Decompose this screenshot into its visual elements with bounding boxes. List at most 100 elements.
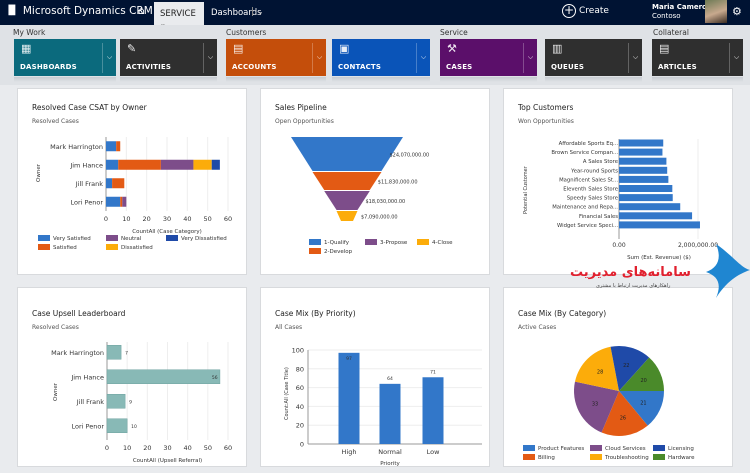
chevron-down-icon[interactable]: ⌄: [252, 7, 264, 16]
bar: [338, 352, 360, 444]
y-tick-label: Maintenance and Repa...: [552, 205, 618, 211]
legend-swatch: [106, 244, 118, 250]
funnel-value-label: $18,030,000.00: [365, 199, 405, 205]
bar: [106, 418, 128, 433]
upsell-chart[interactable]: 0 10 20 30 40 50 60 Mark Harrington 7 Jim Hance 56…: [18, 288, 248, 468]
top-navigation-bar: ▐▌ Microsoft Dynamics CRM ⌄ ⌂ SERVICE ⌄ …: [0, 0, 750, 28]
bar-segment: [106, 141, 117, 152]
x-tick-label: 20: [143, 215, 151, 223]
x-axis-label: CountAll (Upsell Referral): [133, 458, 202, 464]
create-button[interactable]: + Create: [562, 4, 609, 18]
nav-tile-dashboards[interactable]: ▦ DASHBOARDS ⌵: [14, 39, 116, 82]
card-subtitle: Open Opportunities: [275, 118, 334, 125]
legend-swatch: [365, 239, 377, 245]
legend-label: 4-Close: [432, 240, 453, 246]
priority-chart[interactable]: 0 20 40 60 80 100 97 High 64 Normal 71 Low Priority C…: [261, 288, 491, 468]
legend-label: Dissatisfied: [121, 245, 153, 251]
bar-segment: [193, 159, 212, 170]
bar: [619, 175, 669, 183]
legend-swatch: [653, 454, 665, 460]
card-subtitle: Resolved Cases: [32, 118, 79, 125]
y-tick-label: Jill Frank: [76, 398, 104, 406]
csat-chart[interactable]: 0 10 20 30 40 50 60 Mark Harrington Jim Hance Jil…: [18, 89, 248, 276]
legend-label: Very Satisfied: [53, 236, 91, 242]
home-icon[interactable]: ⌂: [138, 4, 145, 17]
nav-tile-label: ARTICLES: [658, 63, 697, 71]
pie-slice: [574, 381, 619, 433]
nav-tile-queues[interactable]: ▥ QUEUES ⌵: [545, 39, 642, 82]
bar: [619, 139, 664, 147]
funnel-value-label: $24,070,000.00: [389, 153, 429, 159]
y-tick-label: Brown Service Compan...: [551, 150, 618, 156]
pie-slice: [619, 357, 664, 391]
y-tick-label: Jim Hance: [70, 373, 104, 381]
data-label: 9: [129, 399, 132, 405]
card-title: Case Upsell Leaderboard: [32, 309, 126, 318]
pie-slice: [574, 346, 619, 391]
chevron-down-icon[interactable]: ⌵: [729, 43, 743, 73]
avatar[interactable]: [705, 0, 727, 23]
bar-segment: [122, 196, 127, 207]
y-tick-label: Mark Harrington: [50, 143, 103, 151]
chevron-down-icon[interactable]: ⌵: [628, 43, 642, 73]
legend-swatch: [38, 235, 50, 241]
group-label-customers: Customers: [226, 28, 267, 37]
bar-segment: [116, 141, 121, 152]
nav-tile-label: CASES: [446, 63, 473, 71]
bar-segment: [118, 159, 161, 170]
legend-label: Billing: [538, 455, 555, 461]
chevron-down-icon[interactable]: ⌵: [523, 43, 537, 73]
chevron-down-icon[interactable]: ⌵: [312, 43, 326, 73]
chevron-down-icon[interactable]: ⌵: [102, 43, 116, 73]
legend-swatch: [590, 445, 602, 451]
x-tick-label: High: [342, 448, 357, 456]
legend-label: Licensing: [668, 446, 694, 452]
top-customers-chart[interactable]: 0.00 2,000,000.00 Affordable Sports Eq... B…: [504, 89, 734, 276]
x-tick-label: 2,000,000.00: [678, 242, 718, 249]
card-title: Sales Pipeline: [275, 103, 327, 112]
legend-swatch: [106, 235, 118, 241]
chevron-down-icon: ⌄: [160, 20, 166, 28]
chevron-down-icon[interactable]: ⌵: [203, 43, 217, 73]
chevron-down-icon[interactable]: ⌵: [416, 43, 430, 73]
y-tick-label: Lori Penor: [71, 198, 104, 206]
nav-tile-articles[interactable]: ▤ ARTICLES ⌵: [652, 39, 743, 82]
clipboard-icon: ✎: [127, 42, 137, 55]
x-tick-label: 60: [224, 444, 232, 452]
y-tick-label: Mark Harrington: [51, 349, 104, 357]
user-info[interactable]: Maria Cameron Contoso: [652, 3, 712, 21]
nav-tile-accounts[interactable]: ▤ ACCOUNTS ⌵: [226, 39, 326, 82]
gear-icon[interactable]: ⚙: [732, 5, 742, 18]
data-label: 97: [346, 356, 352, 362]
nav-tile-cases[interactable]: ⚒ CASES ⌵: [440, 39, 537, 82]
nav-tile-activities[interactable]: ✎ ACTIVITIES ⌵: [120, 39, 217, 82]
x-tick-label: 50: [204, 444, 212, 452]
group-label-collateral: Collateral: [653, 28, 689, 37]
legend-label: Cloud Services: [605, 446, 646, 452]
legend-swatch: [309, 248, 321, 254]
area-menu-service[interactable]: SERVICE ⌄: [154, 2, 204, 28]
card-csat-by-owner: Resolved Case CSAT by Owner Resolved Cas…: [17, 88, 247, 275]
x-tick-label: 60: [224, 215, 232, 223]
watermark-logo: سامانه‌های مدیریت راهکارهای مدیریت ارتبا…: [570, 244, 750, 298]
pie-slice: [610, 346, 650, 391]
pie-data-label: 28: [597, 370, 603, 376]
pipeline-chart[interactable]: $24,070,000.00 $11,830,000.00 $18,030,000.…: [261, 89, 491, 276]
card-case-mix-category: Case Mix (By Category) Active Cases 21 26…: [503, 287, 733, 467]
bar: [619, 157, 667, 165]
card-title: Case Mix (By Priority): [275, 309, 356, 318]
queue-icon: ▥: [552, 42, 563, 55]
nav-tile-label: DASHBOARDS: [20, 63, 77, 71]
pie-data-label: 21: [640, 400, 646, 406]
data-label: 7: [125, 350, 128, 356]
create-label: Create: [579, 6, 609, 16]
bar-segment: [112, 178, 125, 189]
category-pie-chart[interactable]: 21 26 33 28 22 20 Product Features Cloud Servic…: [504, 288, 734, 468]
data-label: 56: [212, 375, 218, 381]
legend-swatch: [166, 235, 178, 241]
nav-tile-contacts[interactable]: ▣ CONTACTS ⌵: [332, 39, 430, 82]
breadcrumb-dashboards[interactable]: Dashboards: [211, 8, 262, 18]
group-label-service: Service: [440, 28, 468, 37]
nav-tile-label: ACTIVITIES: [126, 63, 172, 71]
y-tick-label: Lori Penor: [72, 422, 105, 430]
